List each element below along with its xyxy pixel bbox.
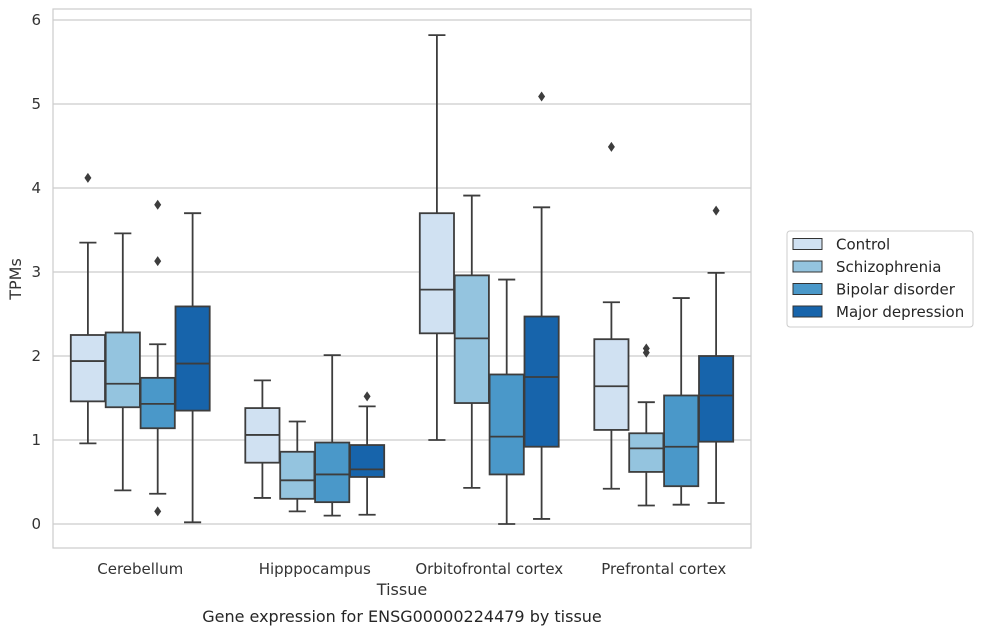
box-3-2 <box>523 91 560 520</box>
outlier-point <box>607 141 615 152</box>
box-rect <box>523 315 560 448</box>
outlier-point <box>363 391 371 402</box>
box-rect <box>593 338 630 431</box>
y-tick-label: 0 <box>31 515 41 533</box>
legend-swatch <box>792 283 823 295</box>
box-rect <box>314 441 351 504</box>
outlier-point <box>154 256 162 267</box>
y-tick-label: 3 <box>31 263 41 281</box>
box-3-0 <box>174 212 211 524</box>
box-rect <box>698 355 735 443</box>
legend-frame <box>786 230 974 328</box>
legend-label: Bipolar disorder <box>836 281 956 299</box>
legend-swatch <box>792 238 823 250</box>
box-0-1 <box>244 379 281 499</box>
box-0-3 <box>593 141 630 490</box>
boxes-layer <box>69 34 735 525</box>
legend-label: Control <box>836 236 890 254</box>
y-tick-label: 1 <box>31 431 41 449</box>
outlier-point <box>712 205 720 216</box>
box-rect <box>488 373 525 476</box>
box-rect <box>279 450 316 500</box>
box-rect <box>104 331 141 409</box>
chart-caption: Gene expression for ENSG00000224479 by t… <box>202 607 602 626</box>
x-tick-labels: Cerebellum Hipppocampus Orbitofrontal cort… <box>97 560 726 578</box>
y-tick-label: 5 <box>31 95 41 113</box>
legend-swatch <box>792 305 823 318</box>
box-2-2 <box>488 278 525 525</box>
y-axis-label: TPMs <box>6 258 25 301</box>
plot-frame <box>52 8 752 549</box>
y-tick-labels: 0 1 2 3 4 5 6 <box>31 11 41 533</box>
outlier-point <box>84 172 92 183</box>
legend-swatch <box>792 260 823 273</box>
x-tick-label: Hipppocampus <box>259 560 371 578</box>
legend: Control Schizophrenia Bipolar disorder Majo… <box>786 230 974 328</box>
outlier-point <box>154 199 162 210</box>
box-2-3 <box>663 297 700 506</box>
box-rect <box>349 444 386 478</box>
box-rect <box>174 305 211 412</box>
outlier-point <box>642 343 650 354</box>
legend-label: Schizophrenia <box>836 258 941 276</box>
box-0-2 <box>418 34 455 441</box>
box-rect <box>628 432 665 473</box>
box-2-1 <box>314 354 351 517</box>
box-1-1 <box>279 420 316 513</box>
box-0-0 <box>69 172 106 445</box>
box-1-0 <box>104 232 141 492</box>
box-3-3 <box>698 205 735 504</box>
box-rect <box>418 212 455 335</box>
x-tick-label: Prefrontal cortex <box>601 560 726 578</box>
legend-label: Major depression <box>836 303 964 321</box>
y-tick-label: 6 <box>31 11 41 29</box>
outlier-point <box>154 506 162 517</box>
x-tick-label: Orbitofrontal cortex <box>415 560 563 578</box>
box-1-2 <box>453 194 490 489</box>
outlier-point <box>538 91 546 102</box>
box-3-1 <box>349 391 386 516</box>
box-rect <box>663 394 700 488</box>
x-tick-label: Cerebellum <box>97 560 183 578</box>
y-tick-label: 2 <box>31 347 41 365</box>
x-axis-label: Tissue <box>376 580 427 599</box>
box-rect <box>69 334 106 403</box>
y-tick-label: 4 <box>31 179 41 197</box>
grid-layer <box>53 19 751 525</box>
box-2-0 <box>139 199 176 517</box>
box-1-3 <box>628 343 665 507</box>
